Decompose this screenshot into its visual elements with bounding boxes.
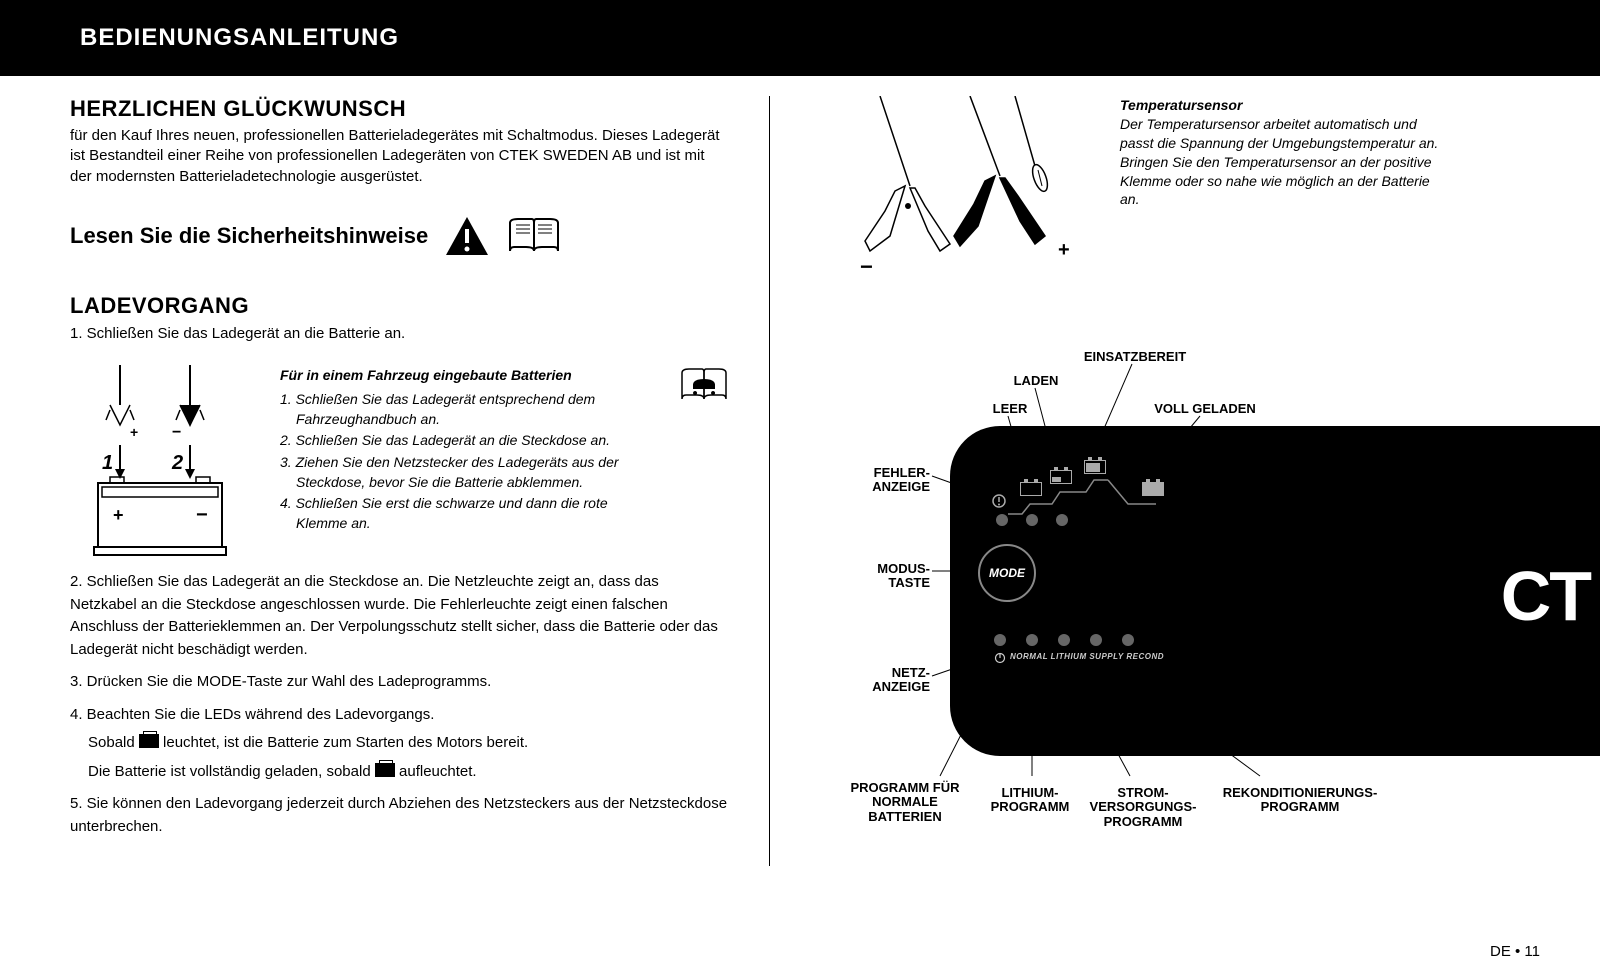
charging-title: LADEVORGANG [70, 293, 729, 319]
brand-logo: CT [1501, 556, 1590, 636]
page-footer: DE • 11 [1490, 943, 1540, 960]
label-prog-normal: PROGRAMM FÜR NORMALE BATTERIEN [840, 781, 970, 824]
vstep-1: 1. Schließen Sie das Ladegerät entsprech… [296, 390, 659, 429]
step-2: 2. Schließen Sie das Ladegerät an die St… [70, 571, 729, 661]
error-icon [992, 494, 1006, 508]
minus-label: − [860, 254, 873, 279]
step-4b: Sobald leuchtet, ist die Batterie zum St… [70, 732, 729, 755]
clamp-num-1: 1 [102, 452, 113, 474]
step-list: 1. Schließen Sie das Ladegerät an die Ba… [70, 323, 729, 839]
plus-label: + [1058, 239, 1070, 261]
charger-body: MODE NORMAL LITHIUM SUPPLY RECOND CT [950, 426, 1600, 756]
clamps-tempsensor-illustration: − + [810, 96, 1090, 316]
battery-clamps-illustration: + − 1 2 + − [80, 365, 240, 565]
temp-title: Temperatursensor [1120, 96, 1450, 115]
step-4c: Die Batterie ist vollständig geladen, so… [70, 761, 729, 784]
safety-title: Lesen Sie die Sicherheitshinweise [70, 223, 428, 249]
label-netz: NETZ- ANZEIGE [820, 666, 930, 695]
vehicle-instructions: Für in einem Fahrzeug eingebaute Batteri… [280, 365, 729, 535]
header-bar: BEDIENUNGSANLEITUNG [0, 0, 1600, 76]
led-normal [1026, 634, 1038, 646]
congrats-text: für den Kauf Ihres neuen, professionelle… [70, 126, 729, 187]
label-voll: VOLL GELADEN [1140, 402, 1270, 416]
step4c-post: aufleuchtet. [395, 763, 477, 780]
temp-text: Der Temperatursensor arbeitet automatisc… [1120, 115, 1450, 209]
step4b-pre: Sobald [88, 734, 139, 751]
led-recond [1122, 634, 1134, 646]
step-1: 1. Schließen Sie das Ladegerät an die Ba… [70, 323, 729, 346]
vehicle-title: Für in einem Fahrzeug eingebaute Batteri… [280, 365, 659, 386]
step4b-post: leuchtet, ist die Batterie zum Starten d… [159, 734, 528, 751]
congrats-title: HERZLICHEN GLÜCKWUNSCH [70, 96, 729, 122]
led-supply [1090, 634, 1102, 646]
led-leer [1026, 514, 1038, 526]
battery-clamp-section: + − 1 2 + − Für in einem Fa [80, 365, 729, 565]
mode-button-label: MODE [989, 566, 1025, 580]
warning-triangle-icon [444, 215, 490, 257]
led-power [994, 634, 1006, 646]
car-manual-icon [679, 365, 729, 405]
step-5: 5. Sie können den Ladevorgang jederzeit … [70, 793, 729, 838]
led-lithium [1058, 634, 1070, 646]
battery-full-icon [375, 763, 395, 777]
label-leer: LEER [980, 402, 1040, 416]
step4c-pre: Die Batterie ist vollständig geladen, so… [88, 763, 375, 780]
label-modus: MODUS- TASTE [820, 562, 930, 591]
program-strip: NORMAL LITHIUM SUPPLY RECOND [1010, 652, 1164, 661]
mode-button[interactable]: MODE [978, 544, 1036, 602]
label-laden: LADEN [996, 374, 1076, 388]
right-column: − + Temperatursensor Der Temperatursenso… [810, 96, 1530, 866]
vstep-2: 2. Schließen Sie das Ladegerät an die St… [296, 431, 659, 451]
led-laden [1056, 514, 1068, 526]
clamp-num-2: 2 [171, 452, 183, 474]
vehicle-steps: 1. Schließen Sie das Ladegerät entsprech… [280, 390, 659, 533]
battery-ready2-icon [1084, 460, 1106, 474]
content: HERZLICHEN GLÜCKWUNSCH für den Kauf Ihre… [0, 76, 1600, 866]
temp-sensor-block: Temperatursensor Der Temperatursensor ar… [1120, 96, 1450, 209]
svg-text:+: + [130, 424, 138, 440]
label-fehler: FEHLER- ANZEIGE [820, 466, 930, 495]
header-title: BEDIENUNGSANLEITUNG [80, 24, 399, 51]
step-3: 3. Drücken Sie die MODE-Taste zur Wahl d… [70, 671, 729, 694]
battery-ready-icon [139, 734, 159, 748]
manual-book-icon [506, 215, 562, 257]
vstep-4: 4. Schließen Sie erst die schwarze und d… [296, 494, 659, 533]
step-4a: 4. Beachten Sie die LEDs während des Lad… [70, 704, 729, 727]
svg-text:+: + [113, 505, 124, 525]
left-column: HERZLICHEN GLÜCKWUNSCH für den Kauf Ihre… [70, 96, 770, 866]
safety-row: Lesen Sie die Sicherheitshinweise [70, 215, 729, 257]
power-symbol-icon [994, 652, 1006, 664]
battery-connector [1008, 474, 1208, 534]
label-prog-recond: REKONDITIONIERUNGS- PROGRAMM [1190, 786, 1410, 815]
label-einsatzbereit: EINSATZBEREIT [1070, 350, 1200, 364]
svg-text:−: − [196, 504, 208, 526]
led-error [996, 514, 1008, 526]
vstep-3: 3. Ziehen Sie den Netzstecker des Ladege… [296, 453, 659, 492]
charger-diagram: EINSATZBEREIT LADEN LEER VOLL GELADEN FE… [810, 346, 1530, 866]
clamp-temp-row: − + Temperatursensor Der Temperatursenso… [810, 96, 1530, 316]
svg-text:−: − [172, 424, 181, 441]
